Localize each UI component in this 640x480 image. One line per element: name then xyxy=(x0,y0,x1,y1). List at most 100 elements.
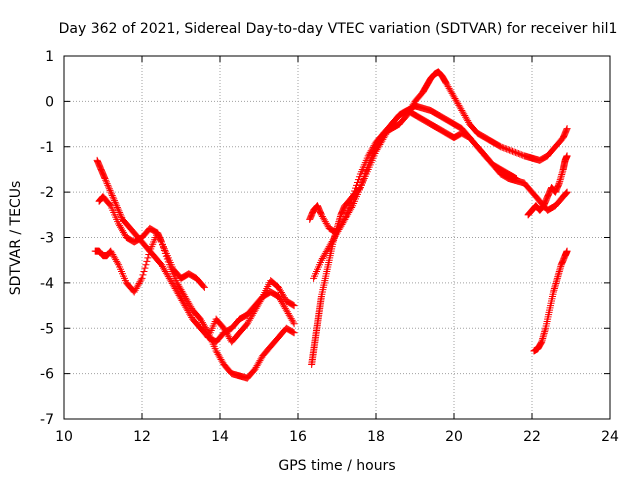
data-point xyxy=(350,190,358,198)
data-point xyxy=(351,187,359,195)
data-point xyxy=(517,151,525,159)
y-tick-label: -3 xyxy=(40,231,54,247)
data-point xyxy=(348,195,356,203)
data-point xyxy=(289,318,297,326)
grid xyxy=(64,56,610,419)
x-tick-label: 22 xyxy=(523,429,541,445)
data-points xyxy=(91,68,571,382)
data-point xyxy=(357,181,365,189)
data-point xyxy=(497,143,505,151)
data-point xyxy=(113,203,121,211)
data-point xyxy=(103,180,111,188)
data-point xyxy=(106,186,114,194)
series-0 xyxy=(91,229,298,382)
data-point xyxy=(289,328,297,336)
y-tick-label: -7 xyxy=(40,412,54,428)
data-point xyxy=(117,212,125,220)
data-point xyxy=(290,329,298,337)
series-3 xyxy=(204,277,298,346)
data-point xyxy=(353,178,361,186)
data-point xyxy=(113,202,121,210)
data-point xyxy=(258,294,266,302)
series-6 xyxy=(310,106,571,282)
data-point xyxy=(516,150,524,158)
data-point xyxy=(513,149,521,157)
x-axis-label: GPS time / hours xyxy=(278,458,395,474)
data-point xyxy=(112,200,120,208)
data-point xyxy=(110,195,118,203)
y-tick-label: -5 xyxy=(40,321,54,337)
data-point xyxy=(563,152,571,160)
data-point xyxy=(104,181,112,189)
data-point xyxy=(105,185,113,193)
data-point xyxy=(105,183,113,191)
data-point xyxy=(114,259,122,267)
x-tick-label: 18 xyxy=(367,429,385,445)
y-tick-label: -4 xyxy=(40,276,54,292)
data-point xyxy=(116,209,124,217)
x-tick-label: 16 xyxy=(289,429,307,445)
y-axis-label: SDTVAR / TECUs xyxy=(8,181,24,296)
data-point xyxy=(514,150,522,158)
data-point xyxy=(503,145,511,153)
data-point xyxy=(359,175,367,183)
data-point xyxy=(507,147,515,155)
data-point xyxy=(118,214,126,222)
data-point xyxy=(143,257,151,265)
data-point xyxy=(108,190,116,198)
data-point xyxy=(107,188,115,196)
data-point xyxy=(141,264,149,272)
data-point xyxy=(358,178,366,186)
data-point xyxy=(511,148,519,156)
data-point xyxy=(348,203,356,211)
x-tick-label: 12 xyxy=(133,429,151,445)
data-point xyxy=(140,268,148,276)
data-point xyxy=(363,164,371,172)
data-point xyxy=(290,320,298,328)
data-point xyxy=(111,198,119,206)
x-tick-label: 14 xyxy=(211,429,229,445)
data-point xyxy=(142,261,150,269)
data-point xyxy=(101,175,109,183)
data-point xyxy=(289,301,297,309)
data-point xyxy=(354,176,362,184)
y-tick-label: 0 xyxy=(45,94,54,110)
y-tick-label: -6 xyxy=(40,367,54,383)
data-point xyxy=(102,176,110,184)
data-point xyxy=(498,143,506,151)
data-point xyxy=(116,210,124,218)
y-tick-label: 1 xyxy=(45,49,54,65)
series-2 xyxy=(95,193,208,291)
data-point xyxy=(500,144,508,152)
data-point xyxy=(563,125,571,133)
data-point xyxy=(361,169,369,177)
series-8 xyxy=(530,247,571,355)
data-point xyxy=(200,283,208,291)
x-tick-label: 20 xyxy=(445,429,463,445)
x-tick-label: 24 xyxy=(601,429,619,445)
data-point xyxy=(563,247,571,255)
data-point xyxy=(109,193,117,201)
data-point xyxy=(360,172,368,180)
data-point xyxy=(139,271,147,279)
data-point xyxy=(356,184,364,192)
data-point xyxy=(506,146,514,154)
data-point xyxy=(504,146,512,154)
data-point xyxy=(102,178,110,186)
data-point xyxy=(290,302,298,310)
chart-title: Day 362 of 2021, Sidereal Day-to-day VTE… xyxy=(59,21,618,37)
data-point xyxy=(199,282,207,290)
data-point xyxy=(355,173,363,181)
y-tick-label: -1 xyxy=(40,140,54,156)
data-point xyxy=(115,207,123,215)
data-point xyxy=(563,188,571,196)
y-tick-label: -2 xyxy=(40,185,54,201)
data-point xyxy=(362,167,370,175)
data-point xyxy=(137,276,145,284)
data-point xyxy=(138,274,146,282)
data-point xyxy=(144,254,152,262)
x-tick-label: 10 xyxy=(55,429,73,445)
data-point xyxy=(510,148,518,156)
